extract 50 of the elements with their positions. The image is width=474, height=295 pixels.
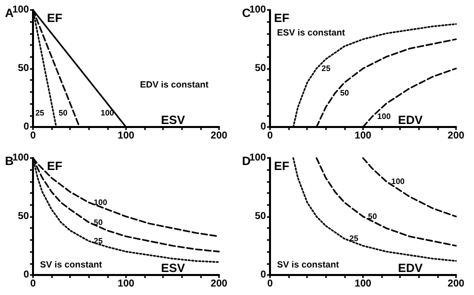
x-axis-title: ESV (161, 113, 186, 127)
annotation: SV is constant (40, 260, 102, 270)
chart-title: B (5, 154, 14, 168)
series-label: 50 (368, 212, 378, 221)
series-label: 100 (377, 112, 392, 121)
y-tick-label: 0 (23, 270, 30, 280)
y-tick-label: 100 (12, 4, 30, 16)
annotation: EDV is constant (140, 80, 209, 90)
y-axis-title: EF (47, 159, 62, 173)
y-tick-label: 100 (249, 4, 266, 16)
x-tick-label: 0 (267, 278, 274, 290)
y-axis-title: EF (274, 159, 290, 173)
series-label: 100 (100, 108, 115, 118)
y-axis-title: EF (274, 11, 290, 25)
x-tick-label: 100 (118, 130, 135, 142)
series-label: 50 (340, 88, 350, 98)
y-tick-label: 0 (260, 122, 266, 132)
y-tick-label: 50 (18, 211, 30, 222)
x-tick-label: 100 (118, 278, 135, 290)
chart-title: C (242, 6, 251, 20)
x-tick-label: 0 (30, 130, 36, 142)
x-axis-title: EDV (398, 261, 423, 275)
series-label: 50 (94, 218, 104, 227)
x-tick-label: 200 (210, 130, 228, 142)
y-axis-title: EF (47, 11, 62, 25)
chart-title: D (242, 154, 251, 168)
x-tick-label: 200 (210, 278, 228, 290)
x-tick-label: 100 (354, 130, 372, 142)
series-label: 100 (391, 176, 406, 186)
x-tick-label: 100 (354, 278, 372, 290)
x-axis-title: EDV (398, 113, 423, 127)
x-tick-label: 200 (448, 130, 465, 142)
series-label: 50 (58, 108, 68, 118)
x-tick-label: 0 (267, 130, 274, 142)
chart-title: A (5, 6, 14, 20)
y-tick-label: 50 (254, 211, 266, 222)
series-label: 25 (35, 108, 45, 118)
y-tick-label: 50 (18, 63, 30, 74)
annotation: ESV is constant (277, 28, 346, 38)
y-tick-label: 0 (260, 270, 266, 280)
y-tick-label: 100 (249, 152, 266, 164)
x-axis-title: ESV (161, 261, 186, 275)
y-tick-label: 50 (254, 63, 266, 74)
series-label: 100 (94, 198, 108, 207)
x-tick-label: 0 (30, 278, 36, 290)
annotation: SV is constant (277, 260, 340, 270)
series-label: 25 (322, 64, 331, 73)
y-tick-label: 0 (23, 122, 30, 132)
y-tick-label: 100 (12, 152, 30, 164)
x-tick-label: 200 (448, 278, 465, 290)
